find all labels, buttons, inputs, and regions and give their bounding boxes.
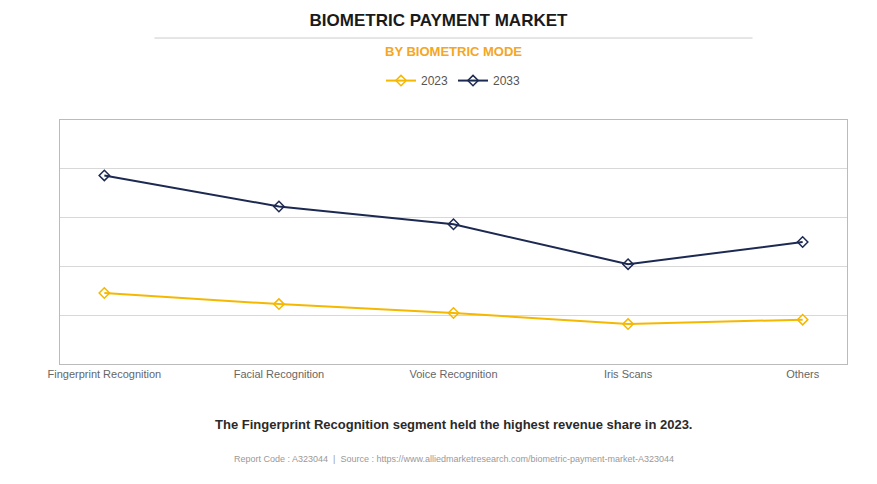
- svg-text:BIOMETRIC PAYMENT MARKET: BIOMETRIC PAYMENT MARKET: [310, 11, 568, 30]
- svg-text:Iris Scans: Iris Scans: [604, 368, 653, 380]
- svg-text:2033: 2033: [493, 74, 520, 88]
- svg-text:Facial Recognition: Facial Recognition: [234, 368, 325, 380]
- svg-text:Report Code : A323044 | Sour: Report Code : A323044 | Source : https:/…: [234, 454, 674, 464]
- svg-text:Voice Recognition: Voice Recognition: [409, 368, 497, 380]
- svg-text:BY BIOMETRIC MODE: BY BIOMETRIC MODE: [385, 44, 522, 59]
- svg-text:Fingerprint Recognition: Fingerprint Recognition: [47, 368, 161, 380]
- svg-text:2023: 2023: [421, 74, 448, 88]
- svg-text:The Fingerprint Recognition se: The Fingerprint Recognition segment held…: [215, 417, 692, 432]
- svg-text:Others: Others: [786, 368, 820, 380]
